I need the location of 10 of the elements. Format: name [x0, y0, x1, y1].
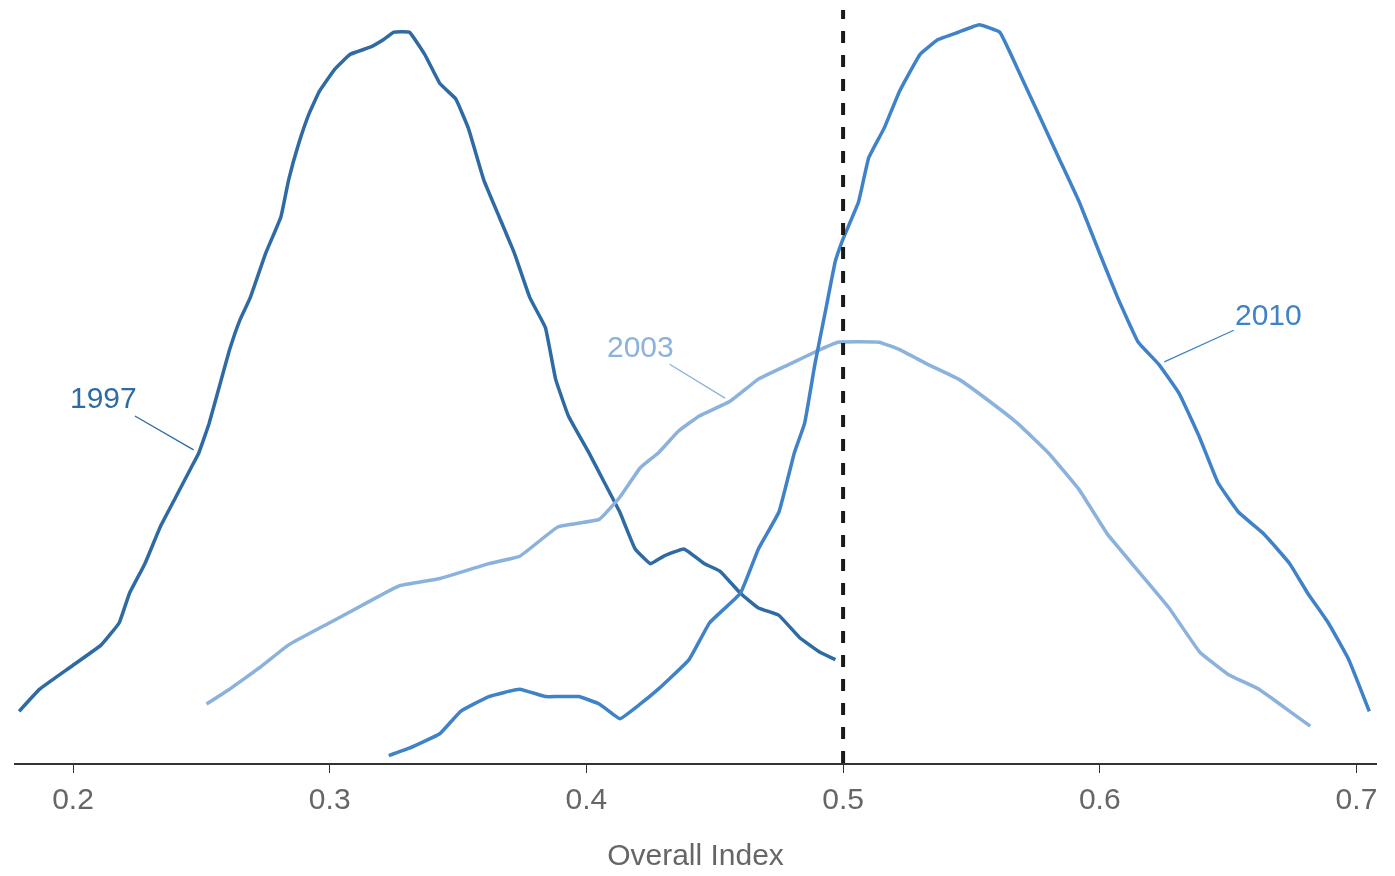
- series-label: 2003: [607, 330, 674, 363]
- x-tick-label: 0.4: [565, 781, 608, 815]
- x-tick-label: 0.5: [822, 781, 864, 815]
- x-tick-label: 0.7: [1335, 781, 1378, 815]
- x-tick-label: 0.6: [1078, 781, 1121, 815]
- text: 2010: [1235, 298, 1302, 331]
- text: 1997: [70, 381, 137, 414]
- x-axis-title: Overall Index: [607, 837, 784, 871]
- x-tick-label: 0.3: [308, 781, 351, 815]
- x-tick-label: 0.2: [52, 781, 94, 815]
